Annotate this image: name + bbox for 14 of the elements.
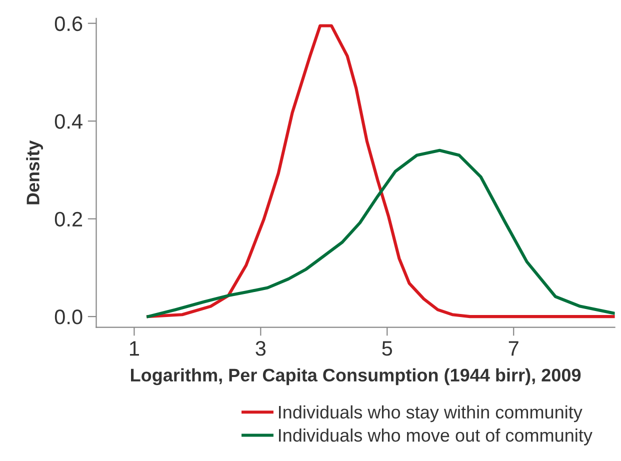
x-tick-label: 5 <box>382 341 392 356</box>
legend-label: Individuals who stay within community <box>279 405 582 422</box>
y-tick-label: 0.4 <box>54 114 82 129</box>
y-axis-title: Density <box>26 140 43 204</box>
x-axis-title: Logarithm, Per Capita Consumption (1944 birr), 2009 <box>131 368 581 386</box>
legend-label: Individuals who move out of community <box>279 428 592 446</box>
line-series <box>146 148 615 318</box>
x-tick-label: 7 <box>508 341 518 356</box>
x-tick-label: 3 <box>256 341 266 356</box>
y-tick-label: 0.2 <box>54 212 82 227</box>
y-tick-label: 0.6 <box>54 16 82 32</box>
line-series <box>146 24 615 318</box>
x-tick-label: 1 <box>130 341 139 356</box>
y-tick-label: 0.0 <box>54 310 82 324</box>
